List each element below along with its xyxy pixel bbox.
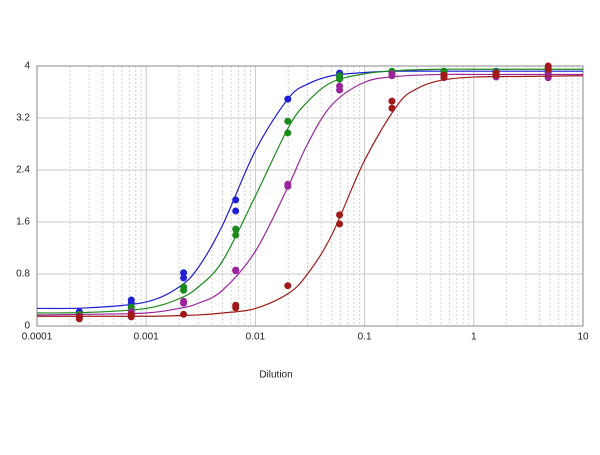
data-point	[232, 304, 240, 312]
y-tick-label: 2.4	[16, 165, 30, 176]
x-tick-label: 0.001	[134, 332, 159, 343]
x-tick-label: 0.01	[246, 332, 266, 343]
data-point	[336, 211, 344, 219]
data-point	[232, 231, 240, 239]
data-point	[284, 282, 292, 290]
x-tick-label: 10	[577, 332, 589, 343]
data-point	[284, 95, 292, 103]
x-axis-label: Dilution	[259, 370, 292, 381]
data-point	[284, 117, 292, 125]
data-point	[388, 104, 396, 112]
data-point	[284, 129, 292, 137]
data-point	[180, 269, 188, 277]
data-point	[180, 286, 188, 294]
x-tick-label: 0.0001	[22, 332, 53, 343]
data-point	[232, 225, 240, 233]
data-point	[127, 313, 135, 321]
data-point	[180, 310, 188, 318]
data-point	[492, 71, 500, 79]
fit-curve	[36, 70, 583, 310]
data-point	[232, 196, 240, 204]
y-tick-label: 4	[24, 61, 30, 72]
fit-curve	[36, 73, 583, 316]
x-tick-label: 0.1	[358, 332, 372, 343]
data-point	[336, 86, 344, 94]
data-point	[388, 97, 396, 105]
data-point	[440, 73, 448, 81]
data-point	[232, 266, 240, 274]
x-tick-label: 1	[471, 332, 477, 343]
data-point	[284, 182, 292, 190]
data-point	[336, 220, 344, 228]
y-tick-label: 0	[24, 321, 30, 332]
data-point	[180, 274, 188, 282]
data-point	[180, 299, 188, 307]
data-point	[75, 315, 83, 323]
data-point	[232, 207, 240, 215]
data-point	[544, 74, 552, 82]
data-point	[336, 72, 344, 80]
fit-curve	[36, 68, 583, 314]
y-tick-label: 0.8	[16, 269, 30, 280]
y-tick-label: 3.2	[16, 113, 30, 124]
data-point	[544, 65, 552, 73]
y-tick-label: 1.6	[16, 217, 30, 228]
data-point	[388, 72, 396, 80]
fit-curve	[37, 75, 584, 317]
plot-frame	[36, 65, 584, 327]
